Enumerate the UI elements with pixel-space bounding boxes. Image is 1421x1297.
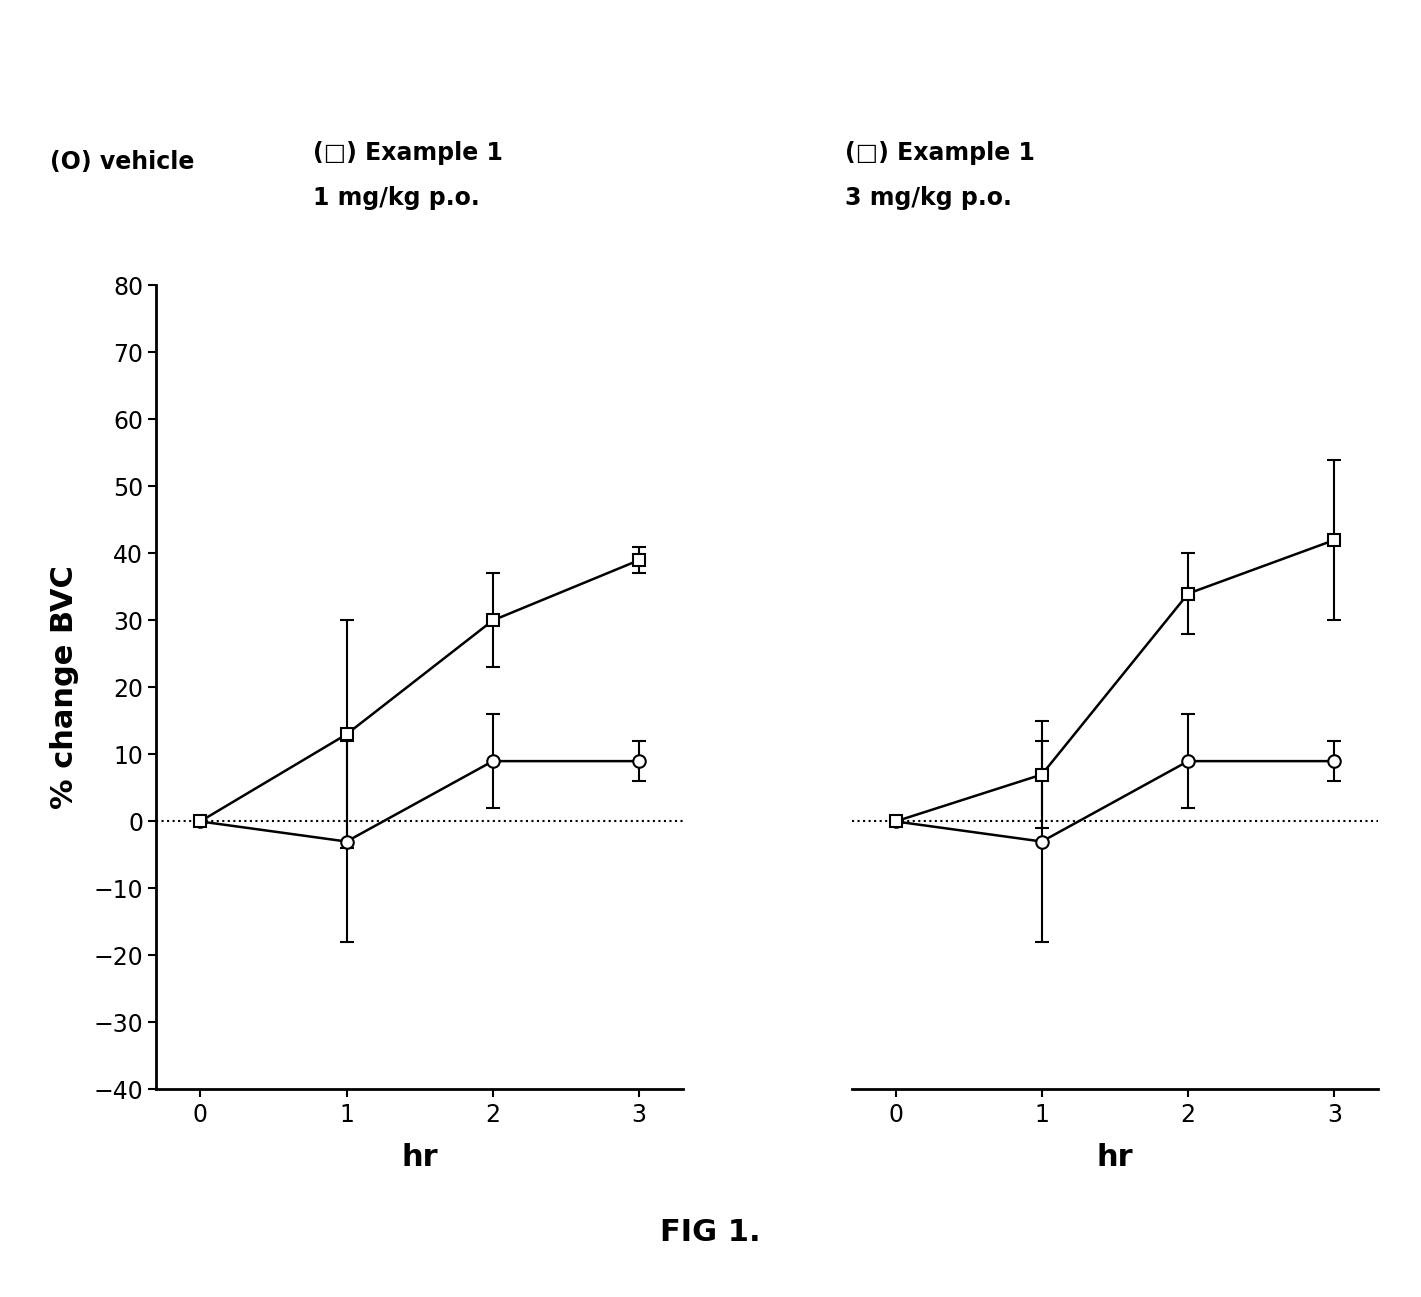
Text: 3 mg/kg p.o.: 3 mg/kg p.o. — [845, 187, 1012, 210]
Text: (O) vehicle: (O) vehicle — [50, 150, 195, 174]
X-axis label: hr: hr — [1097, 1144, 1134, 1172]
Y-axis label: % change BVC: % change BVC — [51, 565, 80, 809]
X-axis label: hr: hr — [401, 1144, 438, 1172]
Text: FIG 1.: FIG 1. — [661, 1218, 760, 1246]
Text: (□) Example 1: (□) Example 1 — [845, 141, 1036, 165]
Text: 1 mg/kg p.o.: 1 mg/kg p.o. — [313, 187, 479, 210]
Text: (□) Example 1: (□) Example 1 — [313, 141, 503, 165]
